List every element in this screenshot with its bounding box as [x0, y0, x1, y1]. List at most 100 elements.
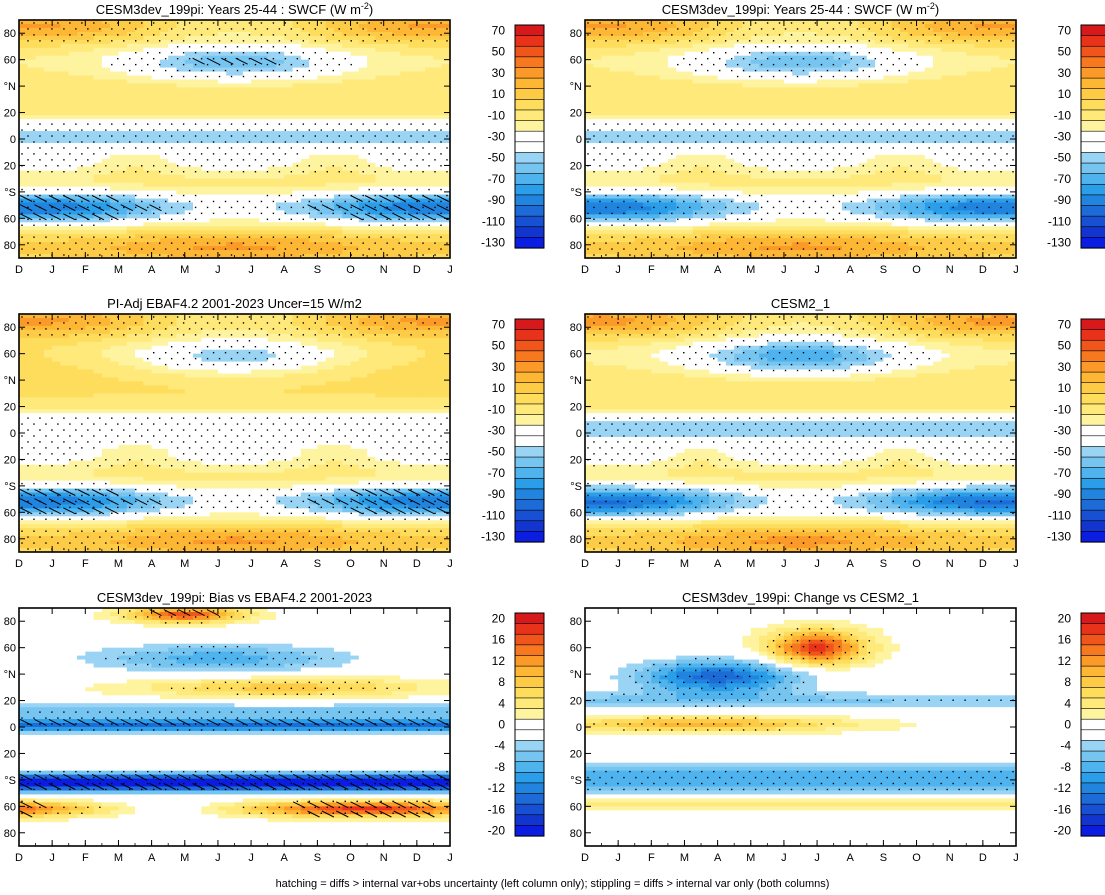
- heatmap-cell: [217, 79, 227, 85]
- heatmap-cell: [284, 63, 294, 69]
- heatmap-cell: [292, 111, 302, 116]
- heatmap-cell: [52, 95, 62, 100]
- stipple-dot: [392, 22, 394, 24]
- stipple-dot: [75, 28, 77, 30]
- heatmap-cell: [242, 63, 252, 69]
- heatmap-cell: [60, 51, 70, 57]
- stipple-dot: [164, 248, 167, 250]
- hatch-line: [19, 204, 33, 212]
- heatmap-cell: [275, 218, 285, 223]
- heatmap-cell: [19, 182, 28, 188]
- heatmap-cell: [135, 238, 144, 243]
- heatmap-cell: [143, 218, 153, 223]
- stipple-dot: [224, 46, 227, 48]
- stipple-dot: [284, 69, 287, 72]
- heatmap-cell: [93, 123, 103, 128]
- heatmap-cell: [110, 182, 120, 188]
- heatmap-cell: [692, 63, 702, 69]
- heatmap-cell: [358, 206, 368, 211]
- stipple-dot: [332, 248, 334, 250]
- stipple-dot: [45, 141, 47, 143]
- heatmap-cell: [676, 83, 686, 89]
- stipple-dot: [39, 242, 41, 244]
- heatmap-cell: [626, 158, 636, 164]
- heatmap-cell: [43, 170, 53, 176]
- heatmap-cell: [234, 142, 244, 148]
- heatmap-cell: [416, 182, 426, 188]
- hatch-line: [436, 204, 450, 212]
- heatmap-cell: [416, 83, 426, 89]
- stipple-dot: [188, 248, 191, 250]
- heatmap-cell: [234, 150, 244, 156]
- heatmap-cell: [93, 71, 103, 77]
- heatmap-cell: [441, 31, 451, 37]
- heatmap-cell: [85, 79, 95, 85]
- heatmap-cell: [425, 23, 435, 29]
- heatmap-cell: [60, 107, 70, 112]
- heatmap-cell: [201, 139, 211, 144]
- heatmap-cell: [259, 63, 269, 69]
- heatmap-cell: [358, 135, 368, 140]
- heatmap-cell: [135, 202, 144, 208]
- heatmap-cell: [110, 111, 120, 116]
- heatmap-cell: [676, 47, 686, 53]
- heatmap-cell: [226, 194, 236, 200]
- hatch-line: [134, 204, 148, 212]
- heatmap-cell: [27, 182, 37, 188]
- heatmap-cell: [101, 107, 111, 112]
- stipple-dot: [33, 212, 35, 215]
- colorbar-swatch: [514, 35, 545, 47]
- heatmap-cell: [259, 31, 269, 37]
- heatmap-cell: [358, 91, 368, 96]
- heatmap-cell: [234, 242, 244, 247]
- heatmap-cell: [618, 95, 628, 100]
- heatmap-cell: [292, 186, 302, 192]
- stipple-dot: [392, 153, 394, 155]
- stipple-dot: [350, 254, 352, 256]
- heatmap-cell: [184, 95, 194, 100]
- stipple-dot: [254, 123, 257, 125]
- heatmap-cell: [251, 63, 260, 69]
- heatmap-cell: [667, 83, 677, 89]
- heatmap-cell: [350, 250, 360, 255]
- heatmap-cell: [110, 47, 120, 53]
- heatmap-cell: [618, 75, 628, 81]
- stipple-dot: [398, 28, 400, 30]
- stipple-dot: [266, 63, 269, 66]
- hatch-line: [91, 213, 105, 221]
- heatmap-cell: [52, 230, 62, 235]
- heatmap-cell: [309, 59, 318, 65]
- heatmap-cell: [325, 39, 335, 45]
- heatmap-cell: [19, 95, 28, 100]
- heatmap-cell: [684, 202, 694, 208]
- colorbar-swatch: [514, 109, 545, 122]
- heatmap-cell: [19, 71, 28, 77]
- stipple-dot: [111, 135, 113, 137]
- heatmap-cell: [593, 162, 603, 168]
- heatmap-cell: [284, 254, 294, 259]
- stipple-dot: [398, 218, 400, 221]
- heatmap-cell: [251, 170, 260, 176]
- hatch-line: [63, 213, 76, 221]
- stipple-dot: [212, 22, 215, 24]
- heatmap-cell: [267, 246, 277, 251]
- stipple-dot: [170, 206, 173, 209]
- heatmap-cell: [35, 67, 45, 73]
- x-tick-label: M: [114, 264, 123, 276]
- heatmap-cell: [292, 214, 302, 219]
- stipple-dot: [206, 206, 209, 209]
- heatmap-cell: [292, 95, 302, 100]
- heatmap-cell: [342, 103, 352, 108]
- heatmap-cell: [585, 75, 594, 81]
- heatmap-cell: [251, 150, 260, 156]
- heatmap-cell: [259, 99, 269, 104]
- heatmap-cell: [425, 115, 435, 120]
- heatmap-cell: [52, 55, 62, 61]
- heatmap-cell: [383, 127, 393, 132]
- heatmap-cell: [60, 218, 70, 223]
- heatmap-cell: [275, 222, 285, 227]
- stipple-dot: [260, 69, 263, 72]
- stipple-dot: [440, 165, 442, 167]
- heatmap-cell: [193, 95, 202, 100]
- heatmap-cell: [350, 178, 360, 184]
